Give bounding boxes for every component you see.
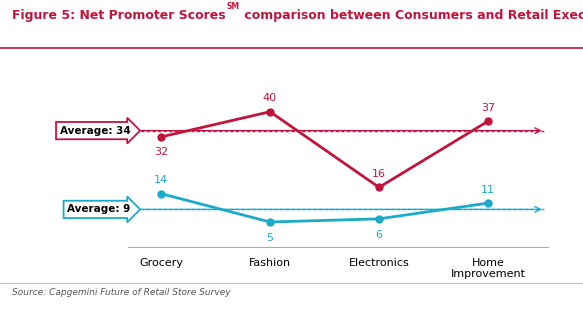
Text: 6: 6: [375, 230, 382, 240]
Text: Average: 9: Average: 9: [67, 204, 131, 214]
Text: 16: 16: [372, 169, 386, 179]
Text: 40: 40: [263, 93, 277, 104]
Text: Average: 34: Average: 34: [59, 126, 131, 136]
Text: 37: 37: [481, 103, 495, 113]
Text: Source: Capgemini Future of Retail Store Survey: Source: Capgemini Future of Retail Store…: [12, 288, 230, 297]
Text: 32: 32: [154, 147, 168, 157]
Text: Figure 5: Net Promoter Scores: Figure 5: Net Promoter Scores: [12, 9, 225, 22]
Text: 14: 14: [154, 175, 168, 185]
Text: comparison between Consumers and Retail Executives: comparison between Consumers and Retail …: [240, 9, 583, 22]
Legend: Retail Executives, Consumers: Retail Executives, Consumers: [198, 304, 437, 309]
Text: 11: 11: [481, 185, 495, 195]
Text: 5: 5: [266, 233, 273, 243]
Text: SM: SM: [226, 2, 240, 11]
